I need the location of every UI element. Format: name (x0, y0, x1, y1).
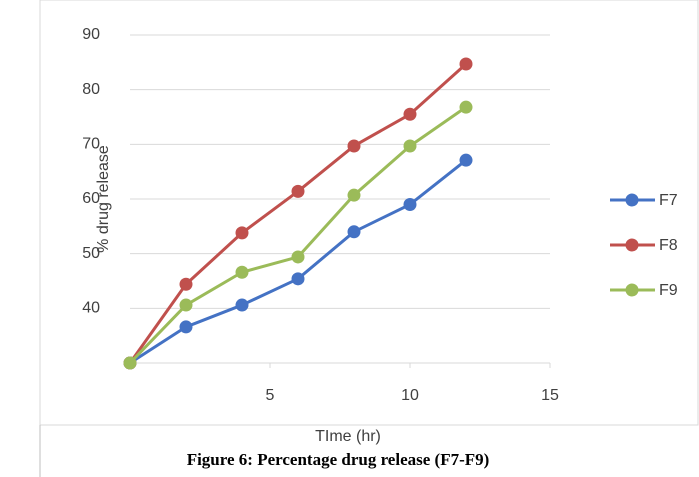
data-point (459, 100, 473, 114)
data-point (179, 320, 193, 334)
data-point (403, 139, 417, 153)
x-tick-label: 15 (541, 387, 559, 404)
legend-marker (625, 193, 639, 207)
data-point (291, 184, 305, 198)
data-point (459, 153, 473, 167)
data-point (291, 272, 305, 286)
y-tick-label: 70 (82, 136, 100, 153)
chart-frame (39, 0, 699, 426)
legend-marker (625, 283, 639, 297)
data-point (179, 277, 193, 291)
y-tick-label: 40 (82, 300, 100, 317)
data-point (403, 197, 417, 211)
data-point (459, 57, 473, 71)
x-tick-label: 10 (401, 387, 419, 404)
caption: Figure 6: Percentage drug release (F7-F9… (187, 450, 490, 469)
x-tick-label: 5 (266, 387, 275, 404)
series-line (128, 62, 468, 364)
y-axis-title: % drug release (95, 145, 112, 253)
data-point (347, 188, 361, 202)
y-tick-label: 90 (82, 26, 100, 43)
legend-label: F9 (659, 282, 678, 299)
legend-marker (625, 238, 639, 252)
data-point (235, 226, 249, 240)
data-point (347, 139, 361, 153)
y-tick-label: 50 (82, 245, 100, 262)
legend-label: F7 (659, 192, 678, 209)
data-point (123, 356, 137, 370)
x-axis-title: TIme (hr) (315, 428, 381, 445)
data-point (235, 298, 249, 312)
data-point (179, 298, 193, 312)
y-tick-label: 80 (82, 81, 100, 98)
y-tick-label: 60 (82, 190, 100, 207)
legend-label: F8 (659, 237, 678, 254)
data-point (403, 107, 417, 121)
data-point (347, 225, 361, 239)
data-point (235, 265, 249, 279)
data-point (291, 250, 305, 264)
